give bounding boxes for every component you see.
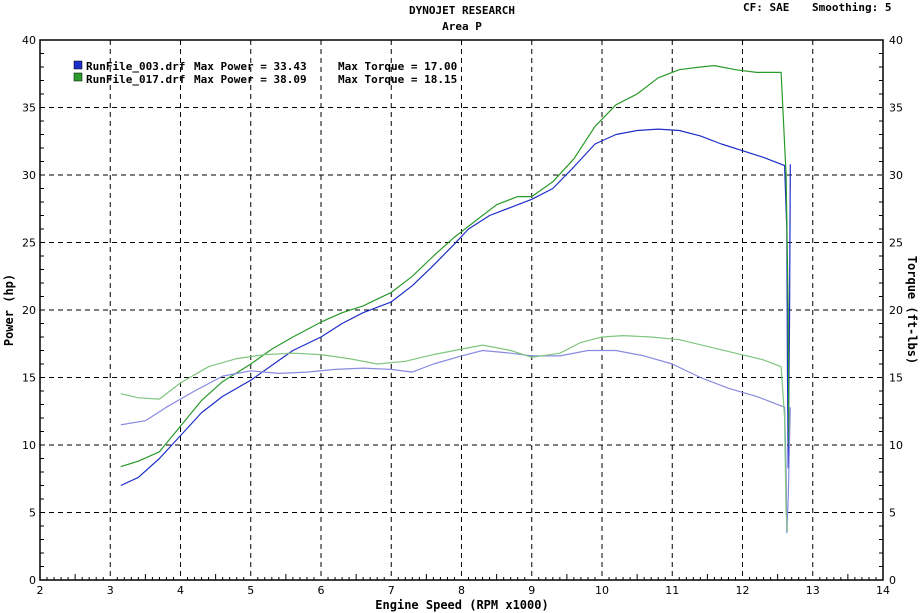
- series-line-torque-runfile-017: [120, 335, 789, 532]
- x-tick-label: 8: [458, 584, 465, 597]
- legend: RunFile_003.drf Max Power = 33.43 Max To…: [73, 60, 457, 86]
- y2-tick-label: 20: [889, 304, 903, 317]
- chart-title: DYNOJET RESEARCH: [409, 4, 515, 17]
- series-line-torque-runfile-003: [120, 349, 791, 534]
- series-line-power-runfile-017: [120, 65, 790, 468]
- x-tick-label: 14: [876, 584, 890, 597]
- y-tick-label: 35: [22, 102, 36, 115]
- x-tick-label: 13: [806, 584, 820, 597]
- y2-axis-label: Torque (ft-lbs): [905, 256, 919, 364]
- y2-tick-label: 10: [889, 439, 903, 452]
- y2-tick-label: 35: [889, 102, 903, 115]
- y2-tick-label: 0: [889, 574, 896, 587]
- y2-tick-labels: 0 5 10 15 20 25 30 35 40: [889, 34, 903, 587]
- x-tick-label: 11: [665, 584, 679, 597]
- y2-tick-label: 5: [889, 507, 896, 520]
- y2-tick-label: 25: [889, 237, 903, 250]
- x-tick-label: 7: [388, 584, 395, 597]
- legend-power-2: Max Power = 38.09: [194, 73, 307, 86]
- y-tick-label: 15: [22, 372, 36, 385]
- x-tick-label: 10: [595, 584, 609, 597]
- x-tick-label: 4: [177, 584, 184, 597]
- legend-swatch-1: [73, 60, 83, 70]
- x-tick-label: 6: [318, 584, 325, 597]
- y-tick-label: 30: [22, 169, 36, 182]
- y-axis-label: Power (hp): [2, 274, 16, 346]
- legend-torque-1: Max Torque = 17.00: [338, 60, 457, 73]
- y2-tick-label: 40: [889, 34, 903, 47]
- cf-label: CF: SAE: [743, 1, 789, 14]
- y-tick-label: 25: [22, 237, 36, 250]
- legend-torque-2: Max Torque = 18.15: [338, 73, 457, 86]
- y-tick-label: 0: [29, 574, 36, 587]
- grid: [40, 40, 883, 580]
- series-line-power-runfile-003: [120, 128, 791, 487]
- x-tick-label: 12: [736, 584, 750, 597]
- legend-power-1: Max Power = 33.43: [194, 60, 307, 73]
- chart-subtitle: Area P: [442, 20, 482, 33]
- y-tick-label: 40: [22, 34, 36, 47]
- x-tick-label: 9: [528, 584, 535, 597]
- x-tick-label: 2: [37, 584, 44, 597]
- legend-file-2: RunFile_017.drf: [86, 73, 185, 86]
- legend-file-1: RunFile_003.drf: [86, 60, 185, 73]
- legend-swatch-2: [73, 72, 83, 82]
- y-tick-labels: 0 5 10 15 20 25 30 35 40: [22, 34, 36, 587]
- y-tick-label: 10: [22, 439, 36, 452]
- series-group: [120, 65, 791, 534]
- x-tick-label: 5: [247, 584, 254, 597]
- y2-tick-label: 15: [889, 372, 903, 385]
- smoothing-label: Smoothing: 5: [812, 1, 891, 14]
- y-tick-label: 5: [29, 507, 36, 520]
- x-tick-label: 3: [107, 584, 114, 597]
- x-axis-label: Engine Speed (RPM x1000): [375, 598, 548, 612]
- y2-tick-label: 30: [889, 169, 903, 182]
- x-tick-labels: 2 3 4 5 6 7 8 9 10 11 12 13 14: [37, 584, 891, 597]
- y-tick-label: 20: [22, 304, 36, 317]
